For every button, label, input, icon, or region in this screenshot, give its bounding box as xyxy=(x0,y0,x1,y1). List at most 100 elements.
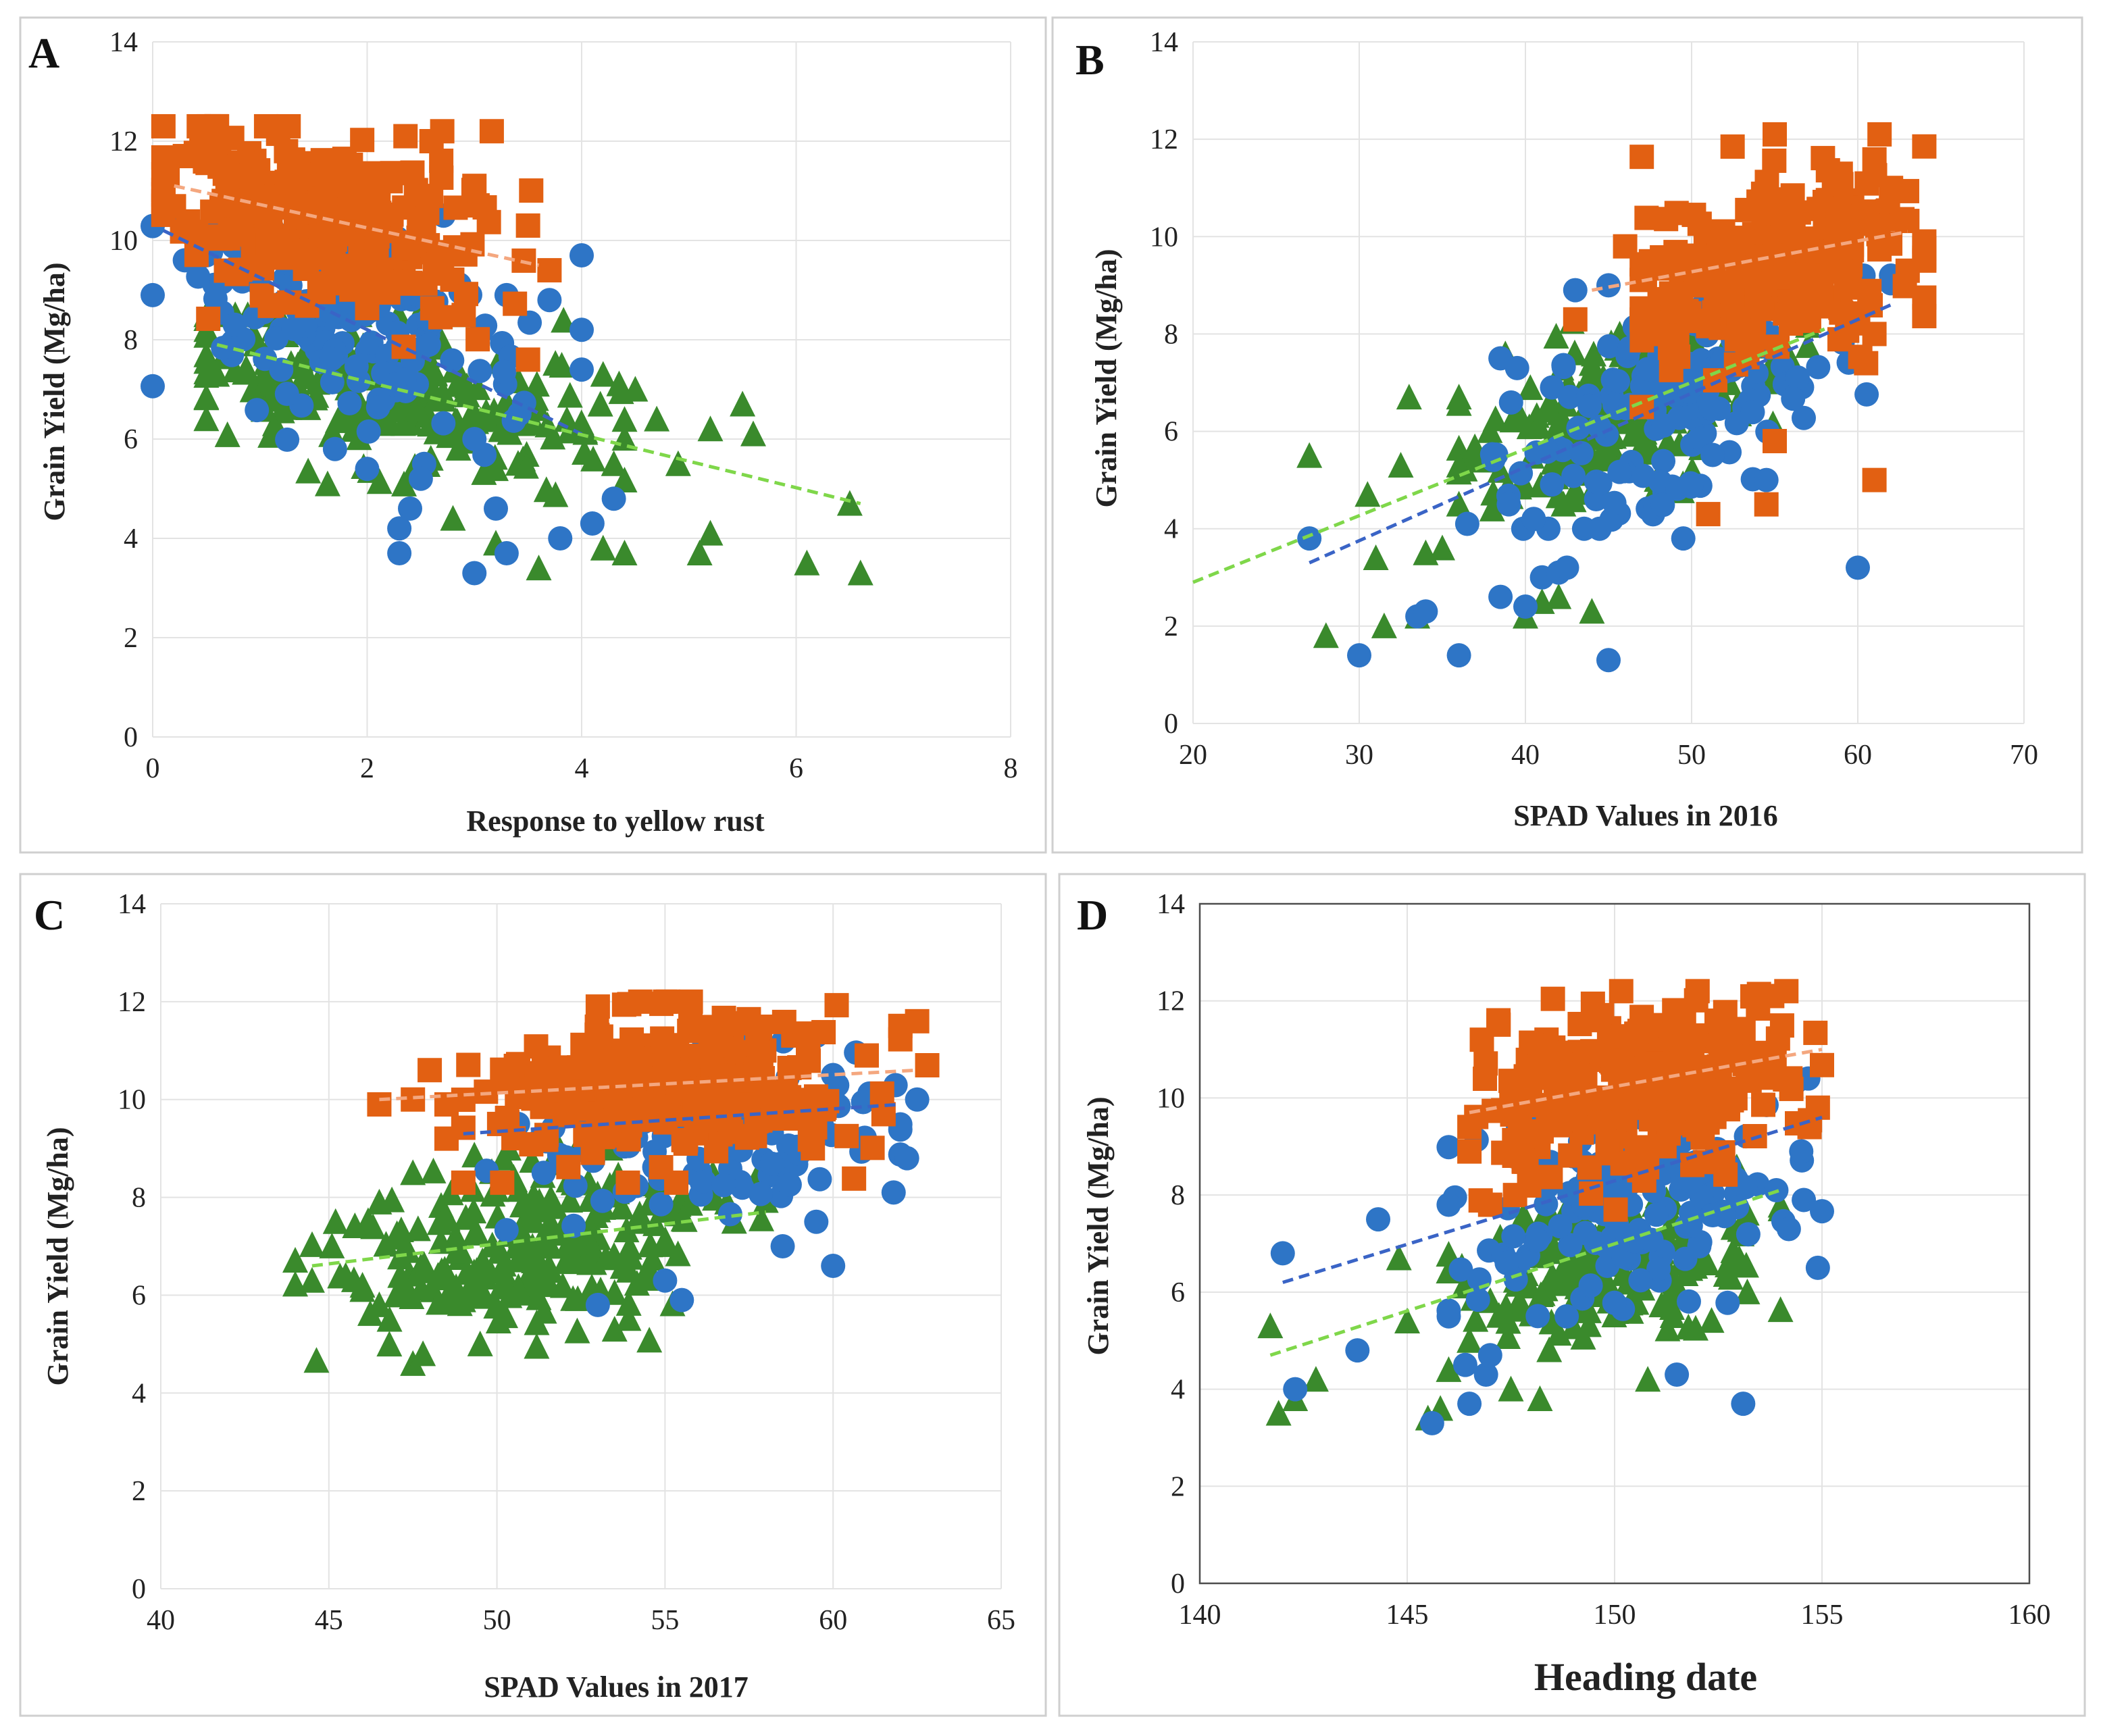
data-point-triangle xyxy=(1363,544,1389,570)
trendline xyxy=(379,1068,917,1102)
data-point-square xyxy=(280,147,305,172)
data-point-circle xyxy=(1687,426,1712,451)
data-point-square xyxy=(656,1048,681,1073)
data-point-circle xyxy=(759,1151,784,1176)
data-point-square xyxy=(628,1046,653,1071)
data-point-square xyxy=(1477,1192,1502,1217)
x-tick-label: 50 xyxy=(1677,740,1706,771)
y-tick-label: 2 xyxy=(124,623,138,654)
panel-b-points xyxy=(1296,122,1937,673)
data-point-square xyxy=(554,1102,579,1127)
data-point-triangle xyxy=(366,1188,393,1215)
data-point-circle xyxy=(1733,1175,1758,1200)
x-tick-label: 70 xyxy=(2010,740,2038,771)
data-point-circle xyxy=(1457,1392,1482,1416)
data-point-circle xyxy=(590,1188,615,1213)
panel-a-x-axis-title: Response to yellow rust xyxy=(466,805,765,838)
data-point-square xyxy=(842,1166,867,1191)
data-point-square xyxy=(771,1009,796,1034)
data-point-circle xyxy=(494,1218,519,1243)
data-point-triangle xyxy=(342,1212,368,1238)
x-tick-label: 8 xyxy=(1004,753,1018,784)
data-point-circle xyxy=(1596,273,1621,298)
data-point-triangle xyxy=(509,1192,535,1218)
data-point-square xyxy=(1529,1119,1554,1144)
data-point-triangle xyxy=(794,549,820,576)
data-point-triangle xyxy=(467,1330,493,1356)
data-point-triangle xyxy=(590,361,616,387)
panel-a-y-axis-title: Grain Yield (Mg/ha) xyxy=(38,263,71,521)
data-point-square xyxy=(1708,1029,1733,1054)
data-point-square xyxy=(1731,1020,1756,1045)
plot-area-border xyxy=(1198,902,2031,1585)
data-point-circle xyxy=(585,1292,610,1317)
data-point-circle xyxy=(692,1169,717,1194)
data-point-circle xyxy=(1540,375,1565,400)
data-point-square xyxy=(693,1108,718,1133)
data-point-triangle xyxy=(592,1244,619,1271)
data-point-circle xyxy=(807,1167,832,1192)
data-point-circle xyxy=(462,427,487,451)
data-point-circle xyxy=(1854,382,1879,407)
data-point-circle xyxy=(1810,1199,1834,1224)
data-point-triangle xyxy=(193,341,220,367)
data-point-square xyxy=(1563,307,1588,332)
data-point-circle xyxy=(222,312,247,337)
data-point-circle xyxy=(569,243,594,268)
data-point-square xyxy=(1652,1133,1677,1158)
panel-d-trendlines xyxy=(1269,1048,1823,1357)
data-point-triangle xyxy=(1517,374,1544,401)
x-tick-label: 50 xyxy=(483,1605,511,1636)
data-point-square xyxy=(472,195,497,220)
y-tick-label: 6 xyxy=(1171,1277,1185,1308)
data-point-triangle xyxy=(609,1253,636,1279)
panel-d-letter: D xyxy=(1077,891,1108,939)
panel-b-letter: B xyxy=(1075,36,1105,84)
trendline xyxy=(311,1210,766,1268)
data-point-triangle xyxy=(376,1306,403,1332)
x-tick-label: 160 xyxy=(2008,1600,2051,1631)
data-point-triangle xyxy=(644,405,670,432)
data-point-square xyxy=(255,233,280,258)
data-point-triangle xyxy=(637,1231,663,1258)
y-tick-label: 10 xyxy=(118,1085,146,1116)
data-point-square xyxy=(355,296,380,321)
data-point-square xyxy=(1654,1077,1679,1102)
data-point-square xyxy=(1713,1162,1738,1187)
data-point-circle xyxy=(1501,1224,1526,1249)
data-point-square xyxy=(1486,1008,1511,1033)
panel-b-y-axis-title: Grain Yield (Mg/ha) xyxy=(1090,249,1123,508)
data-point-circle xyxy=(1554,1304,1579,1329)
data-point-circle xyxy=(1436,1298,1461,1323)
data-point-circle xyxy=(1715,1290,1740,1315)
data-point-square xyxy=(1862,147,1887,172)
panel-d-y-ticks: 0 2 4 6 8 10 12 14 xyxy=(1157,889,1185,1600)
data-point-triangle xyxy=(404,395,430,422)
data-point-square xyxy=(1744,282,1769,307)
data-point-triangle xyxy=(1457,1327,1483,1353)
data-point-square xyxy=(429,165,454,190)
data-point-triangle xyxy=(400,1159,426,1185)
data-point-triangle xyxy=(233,355,259,381)
data-point-triangle xyxy=(299,1267,325,1293)
data-point-square xyxy=(391,334,416,359)
y-tick-label: 0 xyxy=(124,722,138,753)
data-point-circle xyxy=(537,288,562,313)
data-point-square xyxy=(1895,209,1920,234)
x-tick-label: 40 xyxy=(147,1605,175,1636)
data-point-square xyxy=(824,993,849,1018)
data-point-triangle xyxy=(1767,1296,1794,1323)
data-point-circle xyxy=(517,310,542,335)
data-point-triangle xyxy=(749,1205,775,1231)
data-point-circle xyxy=(387,516,412,541)
data-point-square xyxy=(1711,1140,1736,1165)
data-point-circle xyxy=(569,317,594,342)
data-point-square xyxy=(1681,203,1706,228)
data-point-square xyxy=(490,1170,515,1195)
x-tick-label: 60 xyxy=(819,1605,847,1636)
y-tick-label: 8 xyxy=(1164,319,1178,350)
data-point-square xyxy=(1807,260,1832,285)
data-point-triangle xyxy=(601,450,627,476)
data-point-square xyxy=(419,129,444,153)
data-point-circle xyxy=(749,1181,774,1206)
